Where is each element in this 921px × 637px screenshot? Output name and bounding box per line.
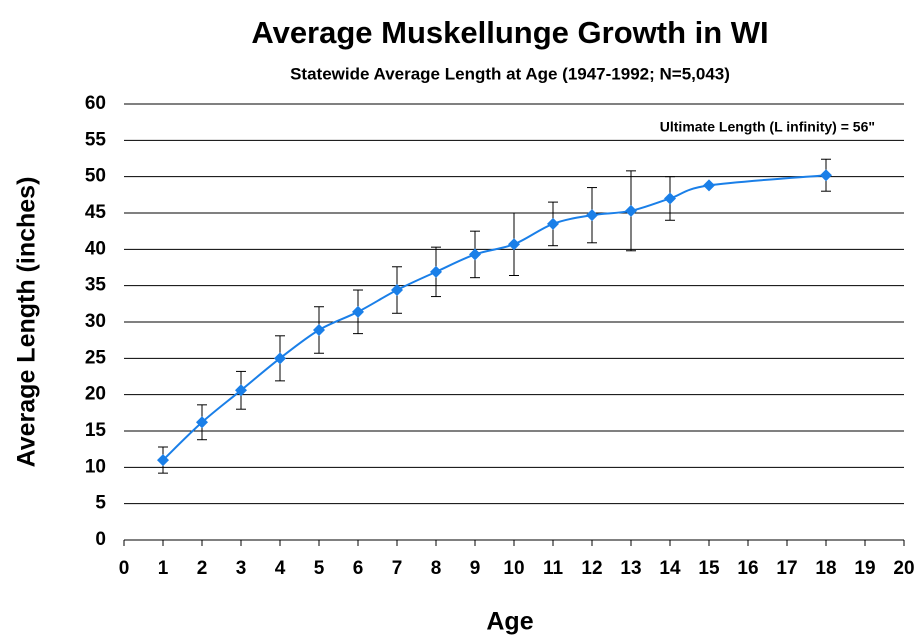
x-tick-label: 13 (620, 558, 641, 579)
data-point (664, 192, 676, 205)
data-point (703, 179, 715, 192)
y-tick-label: 45 (85, 202, 107, 223)
y-tick-label: 10 (85, 456, 106, 477)
y-tick-label: 15 (85, 420, 107, 441)
x-tick-label: 14 (659, 558, 681, 579)
x-tick-label: 9 (470, 558, 481, 579)
x-tick-label: 8 (431, 558, 442, 579)
y-tick-label: 30 (85, 311, 106, 332)
y-tick-label: 5 (95, 493, 106, 514)
data-point (235, 384, 247, 397)
x-tick-label: 5 (314, 558, 325, 579)
x-tick-label: 10 (503, 558, 524, 579)
x-tick-label: 0 (119, 558, 130, 579)
x-tick-label: 15 (698, 558, 720, 579)
data-point (586, 209, 598, 222)
data-point (430, 265, 442, 278)
data-point (625, 204, 637, 217)
y-tick-label: 35 (85, 275, 107, 296)
series-line (162, 174, 827, 461)
data-point (508, 238, 520, 251)
data-point (469, 248, 481, 261)
x-tick-label: 1 (158, 558, 169, 579)
x-tick-label: 2 (197, 558, 208, 579)
y-tick-label: 55 (85, 129, 107, 150)
data-point (313, 323, 325, 336)
y-tick-label: 40 (85, 238, 106, 259)
x-tick-label: 12 (581, 558, 602, 579)
data-point (196, 416, 208, 429)
x-tick-label: 7 (392, 558, 403, 579)
y-tick-label: 0 (95, 529, 106, 550)
y-tick-label: 25 (85, 347, 107, 368)
x-tick-label: 19 (854, 558, 875, 579)
x-tick-label: 4 (275, 558, 286, 579)
y-tick-label: 60 (85, 93, 106, 114)
data-point (547, 217, 559, 230)
x-tick-label: 11 (543, 558, 564, 579)
annotation: Ultimate Length (L infinity) = 56" (660, 119, 875, 135)
x-axis-label: Age (486, 608, 533, 636)
chart-title: Average Muskellunge Growth in WI (251, 15, 768, 50)
x-tick-label: 20 (893, 558, 914, 579)
x-tick-label: 17 (776, 558, 797, 579)
chart-subtitle: Statewide Average Length at Age (1947-19… (290, 64, 730, 83)
x-tick-label: 6 (353, 558, 364, 579)
x-tick-label: 16 (737, 558, 758, 579)
y-tick-label: 20 (85, 384, 106, 405)
data-point (352, 305, 364, 318)
data-point (391, 284, 403, 297)
x-tick-label: 18 (815, 558, 836, 579)
y-axis-label: Average Length (inches) (13, 177, 41, 468)
data-point (274, 352, 286, 365)
data-point (820, 169, 832, 182)
data-point (157, 454, 169, 467)
y-tick-label: 50 (85, 166, 106, 187)
x-tick-label: 3 (236, 558, 247, 579)
